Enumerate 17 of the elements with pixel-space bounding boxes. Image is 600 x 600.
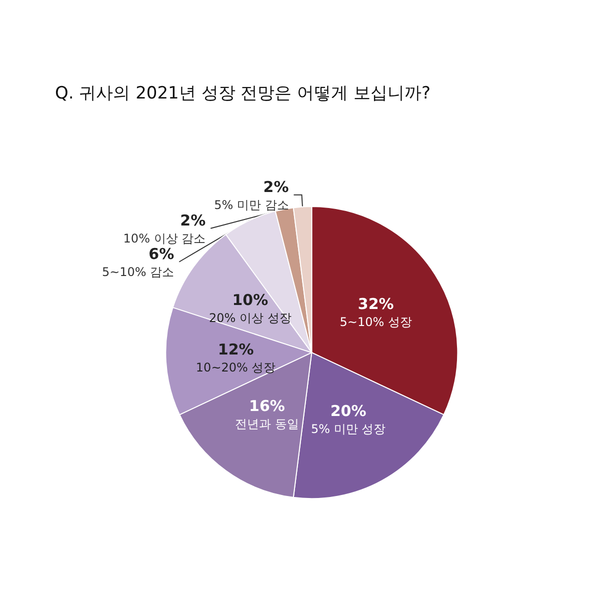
slice-label: 5% 미만 감소	[214, 198, 289, 212]
slice-label: 5% 미만 성장	[310, 422, 386, 436]
slice-label: 10% 이상 감소	[123, 231, 206, 246]
data-label: 10%	[232, 290, 268, 309]
data-label: 16%	[249, 397, 285, 416]
data-label: 12%	[218, 340, 254, 358]
slice-label: 20% 이상 성장	[209, 310, 292, 325]
data-label: 6%	[148, 244, 174, 263]
slice-label: 10~20% 성장	[196, 360, 276, 374]
slice-label: 5~10% 감소	[102, 264, 174, 279]
data-label: 2%	[180, 211, 206, 230]
data-label: 32%	[358, 294, 394, 313]
chart-title: Q. 귀사의 2021년 성장 전망은 어떻게 보십니까?	[55, 84, 430, 104]
data-label: 20%	[330, 402, 366, 420]
slice-label: 5~10% 성장	[340, 314, 412, 329]
slice-label: 전년과 동일	[235, 417, 299, 432]
data-label: 2%	[263, 178, 289, 196]
